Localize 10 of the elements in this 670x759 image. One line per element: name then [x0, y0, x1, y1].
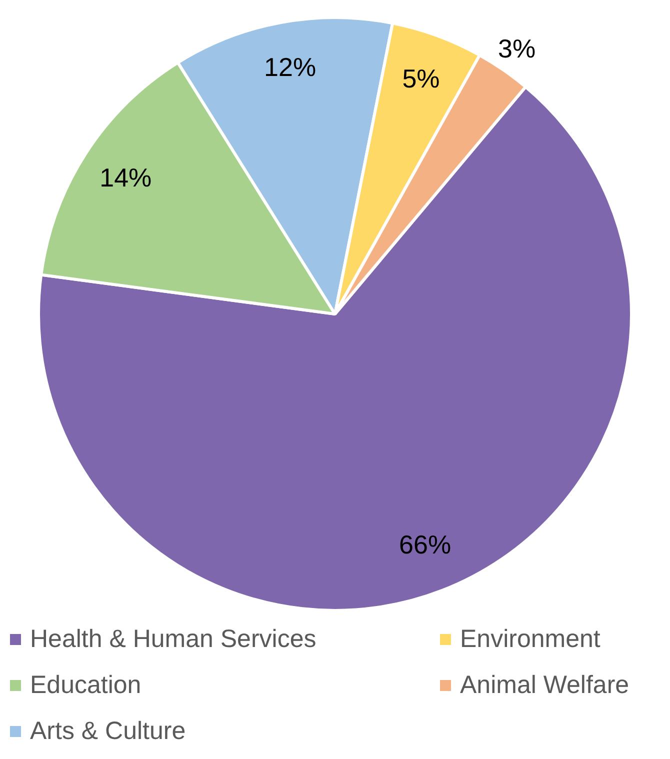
- legend-label: Environment: [460, 624, 600, 654]
- data-label: 12%: [264, 52, 316, 82]
- data-label: 5%: [402, 63, 440, 94]
- data-label: 66%: [399, 529, 452, 560]
- data-label: 3%: [498, 34, 536, 64]
- legend-label: Health & Human Services: [30, 624, 316, 654]
- legend-label: Animal Welfare: [460, 670, 630, 700]
- legend-label: Education: [30, 670, 142, 700]
- legend-label: Arts & Culture: [30, 716, 186, 746]
- data-label: 14%: [100, 162, 152, 192]
